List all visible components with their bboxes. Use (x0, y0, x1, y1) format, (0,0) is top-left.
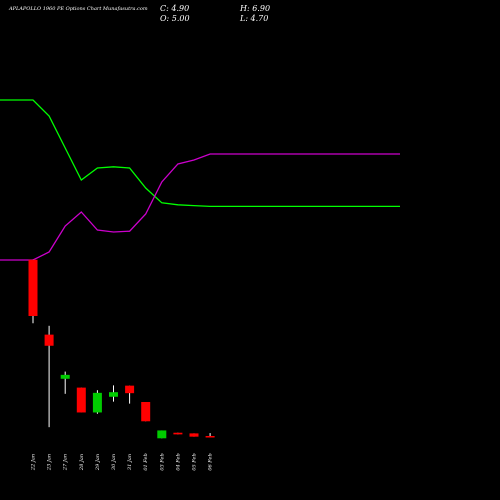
candle-down (205, 436, 215, 438)
date-tick-label: 30 Jan (111, 454, 117, 470)
date-tick-label: 23 Jan (47, 454, 53, 471)
candle-down (125, 385, 135, 394)
close-label: C: 4.90 (160, 4, 190, 13)
candle-down (28, 259, 38, 316)
chart-title: APLAPOLLO 1960 PE Options Chart Munafasu… (9, 6, 148, 12)
date-tick-label: 31 Jan (127, 454, 133, 470)
candle-down (173, 432, 183, 435)
candle-up (60, 374, 70, 379)
candle-down (44, 334, 54, 346)
date-tick-label: 05 Feb (192, 453, 198, 470)
date-tick-label: 28 Jan (79, 454, 85, 471)
candle-down (141, 401, 151, 422)
open-label: O: 5.00 (160, 14, 190, 23)
candle-down (76, 387, 86, 413)
date-tick-label: 01 Feb (143, 453, 149, 470)
date-tick-label: 03 Feb (159, 453, 165, 470)
candle-down (189, 433, 199, 437)
date-tick-label: 29 Jan (95, 454, 101, 471)
candle-up (109, 392, 118, 397)
candle-up (92, 392, 102, 413)
magenta-indicator-line (0, 153, 400, 261)
high-label: H: 6.90 (240, 4, 271, 13)
date-tick-label: 27 Jan (63, 454, 69, 471)
date-tick-label: 06 Feb (208, 453, 214, 470)
date-tick-label: 04 Feb (175, 453, 181, 470)
low-label: L: 4.70 (240, 14, 269, 23)
candle-up (157, 430, 167, 439)
date-tick-label: 22 Jan (31, 454, 37, 471)
green-indicator-line (0, 99, 400, 208)
